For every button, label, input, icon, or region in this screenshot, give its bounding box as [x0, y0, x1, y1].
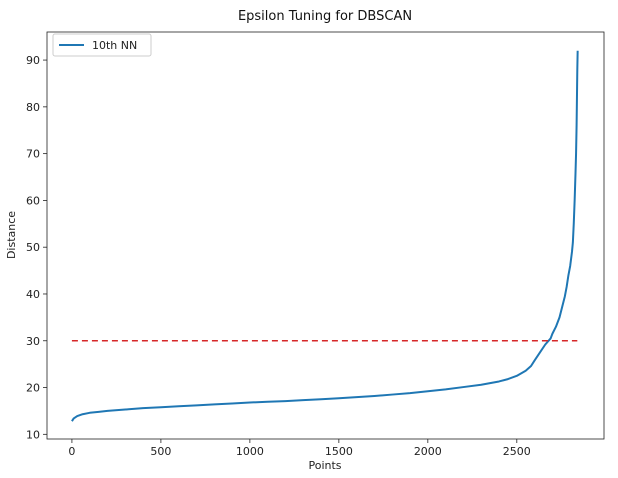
legend-label-10th-nn: 10th NN: [92, 39, 137, 52]
x-tick-label: 500: [150, 445, 171, 458]
y-axis-label: Distance: [5, 211, 18, 259]
y-tick-label: 10: [26, 428, 40, 441]
plot-frame: [46, 31, 605, 440]
chart-title: Epsilon Tuning for DBSCAN: [238, 9, 412, 24]
y-tick-label: 40: [26, 288, 40, 301]
plot-area: [46, 31, 605, 440]
y-tick-label: 60: [26, 194, 40, 207]
y-tick-label: 50: [26, 241, 40, 254]
x-tick-label: 1500: [325, 445, 353, 458]
legend: 10th NN: [52, 33, 152, 57]
series-line-10th-nn: [71, 50, 579, 422]
x-tick-label: 0: [68, 445, 75, 458]
x-axis-label: Points: [308, 459, 341, 472]
y-tick-label: 80: [26, 101, 40, 114]
x-tick-label: 2500: [503, 445, 531, 458]
x-tick-label: 2000: [414, 445, 442, 458]
y-axis: 10 20 30 40 50 60 70 80 90: [26, 54, 47, 441]
legend-box: [52, 33, 152, 57]
y-tick-label: 70: [26, 148, 40, 161]
y-tick-label: 90: [26, 54, 40, 67]
x-tick-label: 1000: [236, 445, 264, 458]
series-layer: [71, 50, 579, 422]
y-tick-label: 20: [26, 382, 40, 395]
x-axis: 0 500 1000 1500 2000 2500: [68, 439, 531, 458]
y-tick-label: 30: [26, 335, 40, 348]
